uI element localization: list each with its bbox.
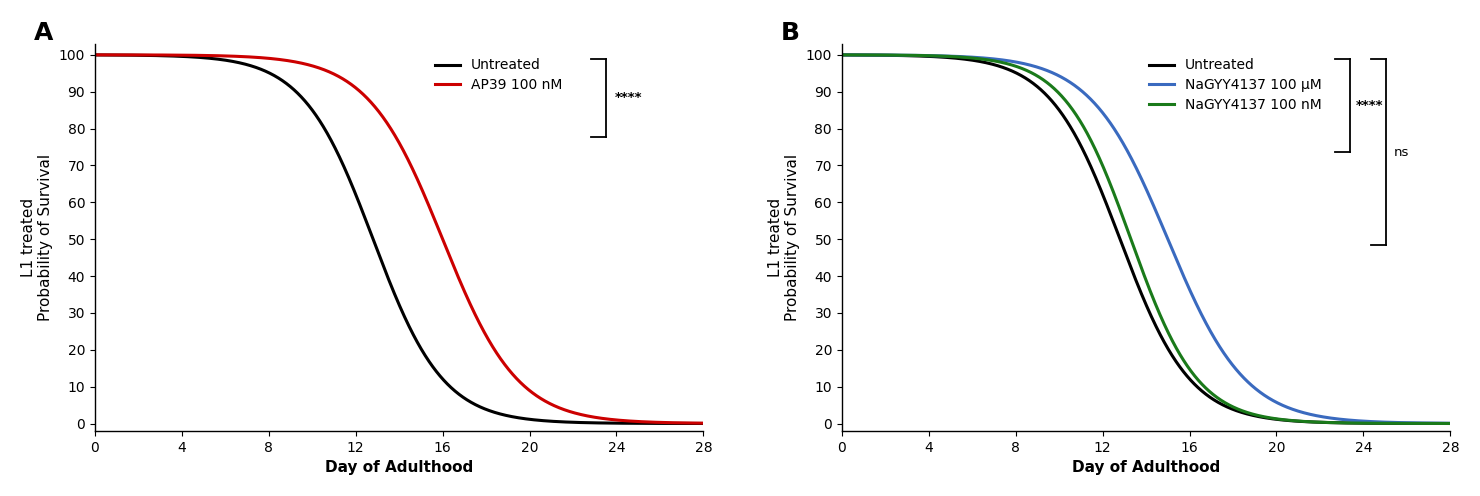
Text: B: B xyxy=(781,20,801,45)
Untreated xyxy=(86,52,104,58)
NaGYY4137 100 nM xyxy=(1424,421,1442,427)
NaGYY4137 100 μM xyxy=(1442,420,1459,426)
Text: A: A xyxy=(34,20,53,45)
NaGYY4137 100 μM xyxy=(1424,420,1442,426)
NaGYY4137 100 nM xyxy=(1129,255,1147,261)
Line: Untreated: Untreated xyxy=(842,55,1450,424)
Y-axis label: L1 treated
Probability of Survival: L1 treated Probability of Survival xyxy=(21,154,53,321)
Text: ****: **** xyxy=(1356,99,1384,112)
Untreated xyxy=(382,282,400,288)
NaGYY4137 100 nM xyxy=(1442,421,1459,427)
Untreated xyxy=(1424,421,1442,427)
Untreated xyxy=(1113,241,1131,247)
AP39 100 nM xyxy=(676,420,694,426)
NaGYY4137 100 μM xyxy=(1424,420,1442,426)
AP39 100 nM xyxy=(366,104,383,110)
Untreated xyxy=(694,421,712,427)
NaGYY4137 100 nM xyxy=(1424,421,1442,427)
Line: NaGYY4137 100 μM: NaGYY4137 100 μM xyxy=(842,55,1450,423)
AP39 100 nM xyxy=(86,52,104,58)
Untreated xyxy=(864,52,882,58)
NaGYY4137 100 μM xyxy=(1313,414,1331,420)
Line: Untreated: Untreated xyxy=(95,55,703,424)
NaGYY4137 100 nM xyxy=(1113,211,1131,217)
Untreated xyxy=(1129,282,1147,288)
AP39 100 nM xyxy=(694,420,712,426)
NaGYY4137 100 nM xyxy=(1313,419,1331,425)
Untreated xyxy=(833,52,851,58)
Untreated xyxy=(676,421,694,427)
Line: NaGYY4137 100 nM: NaGYY4137 100 nM xyxy=(842,55,1450,424)
Y-axis label: L1 treated
Probability of Survival: L1 treated Probability of Survival xyxy=(768,154,801,321)
AP39 100 nM xyxy=(565,410,583,416)
NaGYY4137 100 μM xyxy=(833,52,851,58)
X-axis label: Day of Adulthood: Day of Adulthood xyxy=(1072,460,1220,475)
NaGYY4137 100 μM xyxy=(1129,168,1147,174)
NaGYY4137 100 nM xyxy=(864,52,882,58)
NaGYY4137 100 nM xyxy=(833,52,851,58)
Untreated xyxy=(1424,421,1442,427)
NaGYY4137 100 μM xyxy=(864,52,882,58)
Text: ns: ns xyxy=(1394,146,1409,159)
Legend: Untreated, NaGYY4137 100 μM, NaGYY4137 100 nM: Untreated, NaGYY4137 100 μM, NaGYY4137 1… xyxy=(1148,59,1322,112)
Untreated xyxy=(1442,421,1459,427)
AP39 100 nM xyxy=(676,420,694,426)
X-axis label: Day of Adulthood: Day of Adulthood xyxy=(326,460,474,475)
Untreated xyxy=(565,419,583,425)
Line: AP39 100 nM: AP39 100 nM xyxy=(95,55,703,423)
Untreated xyxy=(676,421,694,427)
NaGYY4137 100 μM xyxy=(1113,138,1131,144)
Untreated xyxy=(117,52,135,58)
AP39 100 nM xyxy=(382,126,400,132)
Text: ****: **** xyxy=(616,91,642,105)
Untreated xyxy=(366,241,383,247)
AP39 100 nM xyxy=(117,52,135,58)
Untreated xyxy=(1313,419,1331,425)
Legend: Untreated, AP39 100 nM: Untreated, AP39 100 nM xyxy=(435,59,562,92)
